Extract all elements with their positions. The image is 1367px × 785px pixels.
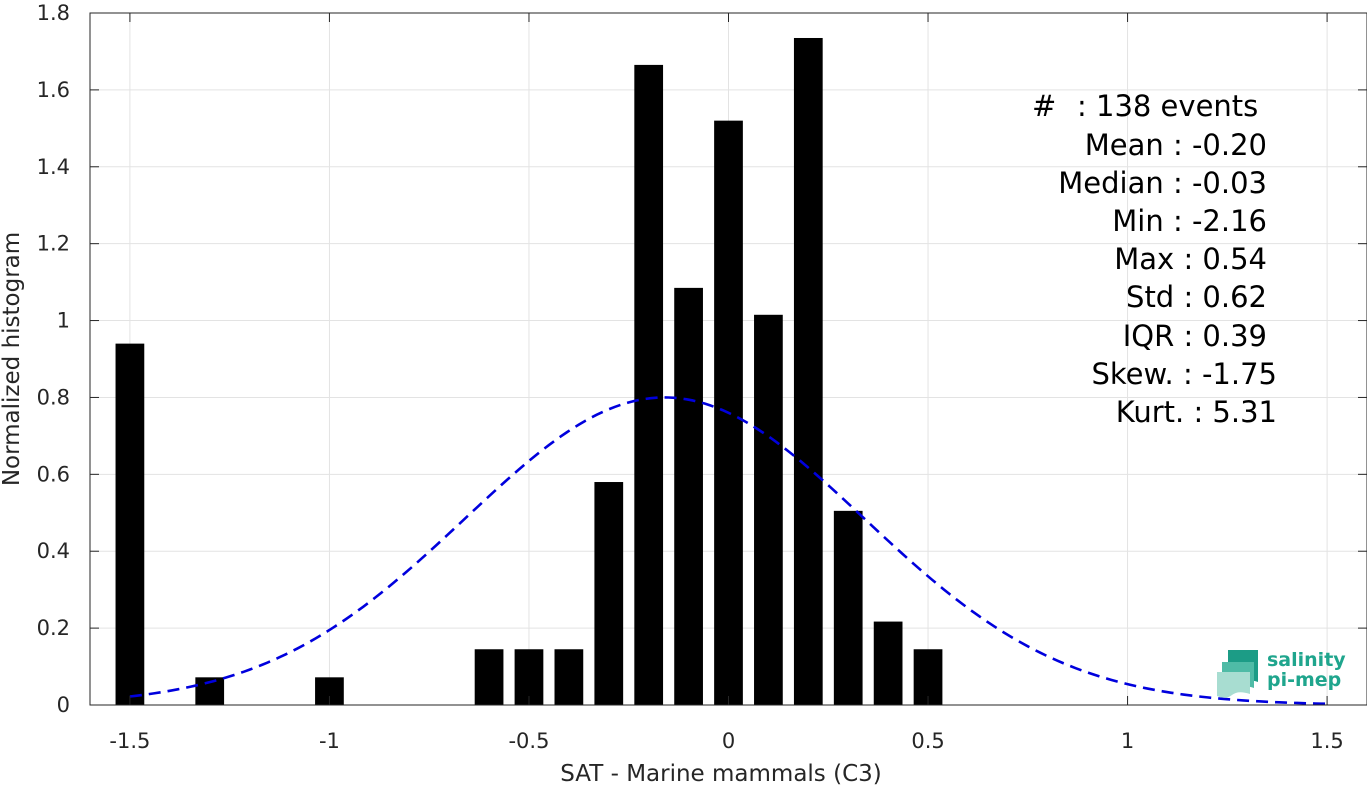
stat-max: Max : 0.54 [1114, 242, 1267, 276]
stat-min-value: : -2.16 [1173, 204, 1267, 238]
x-tick-label: -1 [319, 729, 340, 753]
stat-count-value: : 138 events [1077, 89, 1258, 123]
histogram-bar [873, 621, 903, 705]
histogram-bar [474, 649, 504, 705]
histogram-bar [514, 649, 544, 705]
stat-max-label: Max [1114, 242, 1174, 276]
stat-median-label: Median [1058, 166, 1163, 200]
stat-mean-value: : -0.20 [1173, 128, 1267, 162]
stat-min-label: Min [1112, 204, 1163, 238]
stat-skew: Skew. : -1.75 [1091, 357, 1277, 391]
histogram-bar [674, 287, 703, 705]
x-tick-label: 1.5 [1310, 729, 1343, 753]
histogram-bar [115, 343, 145, 705]
x-tick-label: -1.5 [109, 729, 150, 753]
logo-line-2: pi-mep [1267, 669, 1341, 691]
histogram-bar [554, 649, 584, 705]
y-tick-label: 0.4 [37, 539, 70, 563]
x-tick-labels: -1.5 -1 -0.5 0 0.5 1 1.5 [109, 729, 1343, 753]
stat-mean-label: Mean [1085, 128, 1164, 162]
y-tick-label: 0.8 [37, 385, 70, 409]
y-tick-label: 1.2 [37, 232, 70, 256]
x-tick-label: -0.5 [508, 729, 549, 753]
x-tick-label: 0.5 [911, 729, 944, 753]
axis-ticks [90, 12, 1367, 706]
y-tick-labels: 0 0.2 0.4 0.6 0.8 1 1.2 1.4 1.6 1.8 [37, 1, 70, 717]
histogram-bar [833, 510, 863, 705]
logo-line-1: salinity [1267, 649, 1346, 671]
x-axis-label: SAT - Marine mammals (C3) [560, 761, 882, 785]
stat-iqr-value: : 0.39 [1183, 319, 1267, 353]
histogram-bar [634, 64, 664, 705]
y-tick-label: 1.8 [37, 1, 70, 25]
stat-mean: Mean : -0.20 [1085, 128, 1267, 162]
x-tick-label: 0 [722, 729, 735, 753]
histogram-bars [115, 37, 943, 705]
histogram-bar [913, 649, 943, 705]
stat-skew-label: Skew. [1091, 357, 1173, 391]
y-tick-label: 0 [57, 693, 70, 717]
stat-kurt-value: : 5.31 [1193, 395, 1277, 429]
stat-skew-value: : -1.75 [1183, 357, 1277, 391]
salinity-pimep-logo: salinity pi-mep [1217, 649, 1346, 698]
y-axis-label: Normalized histogram [0, 232, 25, 486]
stat-count: # : 138 events [1032, 89, 1258, 123]
x-tick-label: 1 [1121, 729, 1134, 753]
stat-iqr: IQR : 0.39 [1123, 319, 1267, 353]
stat-min: Min : -2.16 [1112, 204, 1267, 238]
y-tick-label: 1 [57, 309, 70, 333]
normal-fit-curve [129, 396, 1328, 706]
stat-std-value: : 0.62 [1183, 280, 1267, 314]
histogram-bar [793, 37, 823, 705]
stat-kurt-label: Kurt. [1116, 395, 1184, 429]
waves-icon [1217, 650, 1258, 698]
stat-iqr-label: IQR [1123, 319, 1175, 353]
stat-median: Median : -0.03 [1058, 166, 1267, 200]
stat-median-value: : -0.03 [1173, 166, 1267, 200]
histogram-bar [594, 482, 624, 705]
y-tick-label: 0.6 [37, 462, 70, 486]
stat-kurt: Kurt. : 5.31 [1116, 395, 1277, 429]
y-tick-label: 1.6 [37, 78, 70, 102]
stat-std-label: Std [1126, 280, 1174, 314]
y-tick-label: 0.2 [37, 616, 70, 640]
stat-count-label: # [1032, 89, 1056, 123]
stat-max-value: : 0.54 [1183, 242, 1267, 276]
histogram-bar [754, 314, 783, 705]
stats-box: # : 138 events Mean : -0.20 Median : -0.0… [1032, 89, 1277, 429]
y-tick-label: 1.4 [37, 155, 70, 179]
stat-std: Std : 0.62 [1126, 280, 1267, 314]
